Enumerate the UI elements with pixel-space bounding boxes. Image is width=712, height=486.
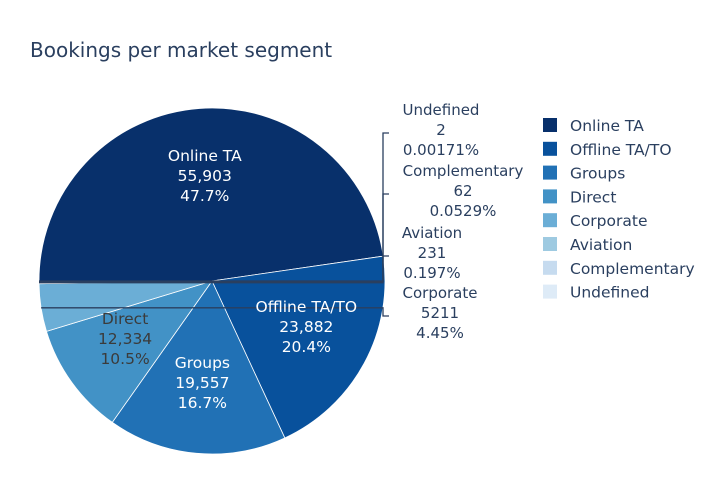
slice-label-direct: Direct 12,334 10.5% [98, 310, 152, 368]
legend-swatch-aviation [543, 237, 557, 251]
legend-swatch-online-ta [543, 118, 557, 132]
slice-label-undefined: Undefined 2 0.00171% [403, 101, 480, 159]
leader-line-corporate [41, 307, 389, 317]
legend-swatch-direct [543, 189, 557, 204]
pie-slice-direct [45, 280, 213, 423]
legend-swatch-undefined [543, 284, 557, 299]
legend-swatch-complementary [543, 260, 557, 275]
slice-label-online-ta: Online TA 55,903 47.7% [168, 147, 242, 205]
legend-entry-undefined: Undefined [570, 284, 650, 302]
pie-labels: Online TA 55,903 47.7% Offline TA/TO 23,882 2… [98, 101, 523, 412]
pie-slice-online-ta [38, 107, 384, 282]
slice-label-complementary: Complementary 62 0.0529% [403, 162, 524, 220]
slice-label-groups: Groups 19,557 16.7% [175, 354, 230, 412]
legend: Online TA Offline TA/TO Groups Direct Corpor… [543, 117, 695, 302]
legend-entry-online-ta: Online TA [570, 117, 644, 135]
legend-entry-groups: Groups [570, 165, 625, 183]
pie-slice-groups [111, 280, 286, 455]
legend-entry-aviation: Aviation [570, 236, 632, 254]
legend-swatch-offline-ta-to [543, 141, 557, 156]
legend-swatch-corporate [543, 213, 557, 228]
legend-entry-corporate: Corporate [570, 212, 648, 230]
slice-label-corporate: Corporate 5211 4.45% [403, 284, 478, 342]
slice-label-offline-ta-to: Offline TA/TO 23,882 20.4% [256, 298, 358, 356]
slice-label-aviation: Aviation 231 0.197% [402, 224, 462, 282]
legend-entry-complementary: Complementary [570, 260, 695, 278]
leader-lines [39, 132, 389, 317]
legend-entry-direct: Direct [570, 188, 616, 206]
chart-title: Bookings per market segment [30, 38, 332, 62]
leader-line-complementary [39, 193, 389, 282]
legend-entry-offline-ta-to: Offline TA/TO [570, 141, 672, 159]
pie-slice-offline-ta-to [211, 255, 386, 439]
leader-line-aviation [39, 255, 389, 284]
legend-swatch-groups [543, 165, 557, 180]
